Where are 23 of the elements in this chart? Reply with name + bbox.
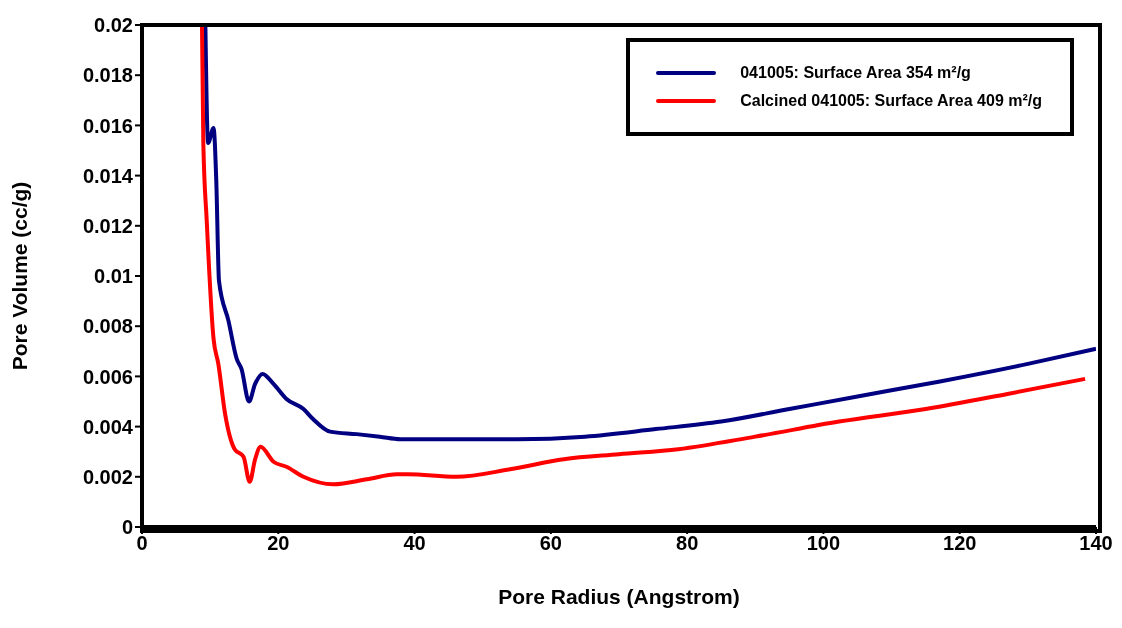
y-tick-label: 0.004 (82, 415, 134, 438)
y-tick-label: 0.01 (94, 265, 133, 288)
y-tick-label: 0 (121, 516, 133, 539)
y-tick-label: 0.002 (82, 465, 133, 488)
x-tick-label: 80 (676, 532, 699, 555)
y-tick-label: 0.018 (82, 64, 133, 87)
x-tick-label: 20 (267, 532, 290, 555)
x-tick-label: 60 (539, 532, 562, 555)
y-tick-label: 0.016 (82, 114, 133, 137)
y-tick-label: 0.014 (82, 164, 134, 187)
y-axis-title: Pore Volume (cc/g) (8, 181, 32, 371)
x-tick-label: 40 (403, 532, 426, 555)
y-tick-label: 0.006 (82, 365, 133, 388)
x-tick-label: 140 (1079, 532, 1113, 555)
x-tick-label: 0 (136, 532, 148, 555)
legend-label: 041005: Surface Area 354 m²/g (740, 64, 971, 82)
legend-label: Calcined 041005: Surface Area 409 m²/g (740, 92, 1042, 110)
x-axis-title: Pore Radius (Angstrom) (498, 585, 740, 608)
y-tick-label: 0.02 (94, 14, 133, 37)
y-tick-label: 0.008 (82, 315, 133, 338)
x-tick-label: 100 (806, 532, 841, 555)
x-tick-label: 120 (943, 532, 977, 555)
y-tick-label: 0.012 (82, 214, 133, 237)
